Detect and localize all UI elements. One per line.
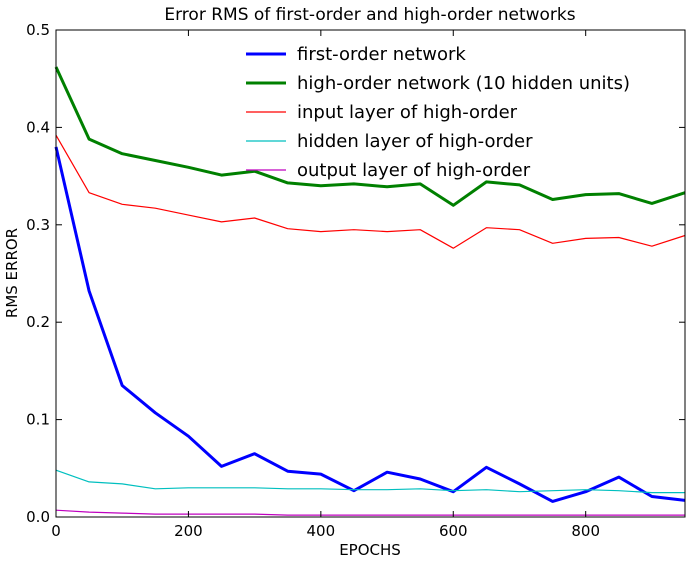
series-line-5 xyxy=(55,509,685,516)
series-line-1 xyxy=(54,146,686,503)
series-line-3 xyxy=(55,134,686,249)
legend-label-3: input layer of high-order xyxy=(297,102,518,123)
legend-label-5: output layer of high-order xyxy=(297,160,531,181)
legend: first-order network high-order network (1… xyxy=(246,44,630,181)
y-axis-label: RMS ERROR xyxy=(3,228,21,318)
y-tick-label: 0.5 xyxy=(26,21,50,39)
x-tick-label: 200 xyxy=(174,522,203,540)
x-tick-label: 400 xyxy=(307,522,336,540)
x-axis-label: EPOCHS xyxy=(339,541,401,559)
series-layer xyxy=(54,66,686,516)
series-line-2 xyxy=(54,66,686,207)
plot-frame xyxy=(55,29,686,518)
x-tick-label: 600 xyxy=(439,522,468,540)
axis-ticks: 0 200 400 600 800 0.0 0.1 0.2 0.3 0.4 0.5 xyxy=(26,21,685,540)
legend-label-4: hidden layer of high-order xyxy=(297,131,533,152)
x-tick-label: 800 xyxy=(571,522,600,540)
y-tick-label: 0.4 xyxy=(26,118,50,136)
chart-title: Error RMS of first-order and high-order … xyxy=(164,5,575,25)
y-tick-label: 0.3 xyxy=(26,216,50,234)
legend-label-1: first-order network xyxy=(297,44,466,65)
legend-label-2: high-order network (10 hidden units) xyxy=(297,73,630,94)
y-tick-label: 0.0 xyxy=(26,508,50,526)
series-line-4 xyxy=(55,469,685,494)
y-tick-label: 0.1 xyxy=(26,411,50,429)
x-tick-label: 0 xyxy=(51,522,61,540)
y-tick-label: 0.2 xyxy=(26,313,50,331)
